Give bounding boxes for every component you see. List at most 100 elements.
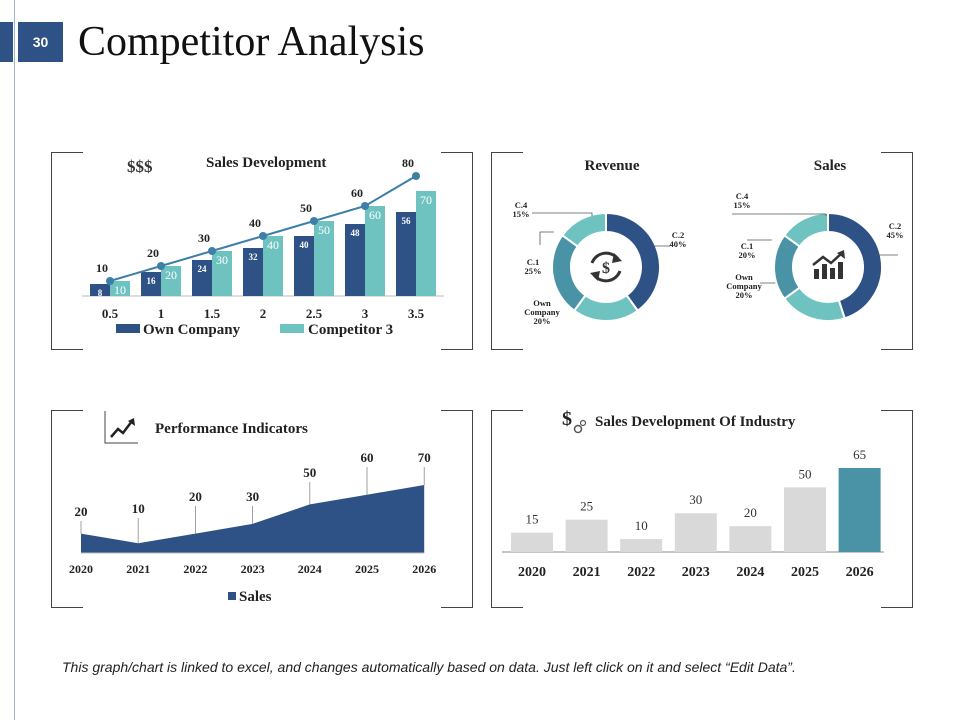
- panel-bracket-right: [881, 410, 913, 608]
- panel-bracket-left: [51, 152, 83, 350]
- x-tick-label: 1.5: [204, 306, 221, 321]
- slice-label: C.2: [672, 230, 685, 240]
- slice-label: 45%: [887, 230, 904, 240]
- trend-line-label: 40: [249, 216, 261, 230]
- page-margin-line: [14, 0, 15, 720]
- bar: [784, 487, 826, 552]
- x-tick-label: 2025: [355, 562, 379, 576]
- slice-label: C.2: [889, 221, 902, 231]
- bar-competitor-3: [416, 191, 436, 296]
- data-label: 25: [580, 499, 593, 514]
- data-label-own-company: 40: [300, 240, 310, 250]
- chart-title: Revenue: [585, 158, 640, 174]
- trend-line-label: 80: [402, 156, 414, 170]
- bar-own-company: [90, 284, 110, 296]
- slice-label: 20%: [739, 250, 756, 260]
- bar-competitor-3: [263, 236, 283, 296]
- trend-line-point: [361, 202, 369, 210]
- dollar-gear-icon: $: [562, 408, 572, 430]
- slice-label: 25%: [525, 266, 542, 276]
- donut-slice: [782, 211, 829, 248]
- performance-indicators-chart[interactable]: Performance Indicators202020102021202022…: [52, 405, 472, 608]
- x-tick-label: 2020: [69, 562, 93, 576]
- growth-chart-icon: [822, 264, 827, 279]
- bar-own-company: [396, 212, 416, 296]
- data-label-own-company: 32: [249, 252, 259, 262]
- bar-own-company: [141, 272, 161, 296]
- data-label-own-company: 56: [402, 216, 412, 226]
- x-tick-label: 2: [260, 306, 267, 321]
- trend-line-label: 20: [147, 246, 159, 260]
- legend-swatch-own-company: [116, 324, 140, 333]
- x-tick-label: 3.5: [408, 306, 425, 321]
- panel-bracket-left: [51, 410, 83, 608]
- data-label-own-company: 16: [147, 276, 157, 286]
- legend-swatch-competitor-3: [280, 324, 304, 333]
- bar: [511, 532, 553, 552]
- data-label: 20: [189, 489, 202, 504]
- refresh-dollar-icon: $: [602, 260, 610, 277]
- bar-own-company: [294, 236, 314, 296]
- dollar-gear-icon: [573, 424, 583, 434]
- data-label-own-company: 48: [351, 228, 361, 238]
- trend-line-point: [259, 232, 267, 240]
- data-label-competitor-3: 20: [165, 268, 177, 282]
- data-label: 10: [635, 518, 648, 533]
- bar-own-company: [345, 224, 365, 296]
- bar-own-company: [243, 248, 263, 296]
- data-label: 10: [132, 501, 145, 516]
- data-label-own-company: 24: [198, 264, 208, 274]
- data-label: 65: [853, 447, 866, 462]
- legend-swatch-sales: [228, 592, 236, 600]
- data-label-competitor-3: 30: [216, 253, 228, 267]
- donut-slice: [551, 233, 587, 313]
- bar-competitor-3: [212, 251, 232, 296]
- data-label: 50: [303, 465, 316, 480]
- donut-slice: [560, 211, 607, 248]
- trend-icon: [110, 420, 133, 438]
- chart-icon: $$$: [127, 157, 153, 176]
- panel-bracket-left: [491, 410, 523, 608]
- bar: [674, 513, 717, 552]
- growth-chart-icon: [830, 268, 835, 279]
- chart-title: Sales Development Of Industry: [595, 414, 796, 430]
- slice-label: 20%: [736, 290, 753, 300]
- trend-icon: [128, 418, 135, 426]
- x-tick-label: 2023: [241, 562, 265, 576]
- bar: [838, 468, 881, 552]
- x-tick-label: 0.5: [102, 306, 119, 321]
- trend-line-label: 10: [96, 261, 108, 275]
- chart-title: Sales: [814, 158, 847, 174]
- data-label: 30: [246, 489, 259, 504]
- footer-note: This graph/chart is linked to excel, and…: [62, 659, 796, 675]
- refresh-dollar-icon: [612, 253, 622, 263]
- refresh-dollar-icon: [590, 271, 600, 281]
- chart-title: Sales Development: [206, 155, 326, 171]
- trend-line-label: 50: [300, 201, 312, 215]
- x-tick-label: 2026: [846, 565, 874, 580]
- area-sales: [81, 485, 425, 553]
- bar-competitor-3: [110, 281, 130, 296]
- bar-competitor-3: [365, 206, 385, 296]
- slice-label: Own: [735, 272, 753, 282]
- slice-label: Company: [726, 281, 762, 291]
- leader-line: [532, 212, 593, 216]
- industry-sales-chart[interactable]: $ Sales Development Of Industry1520202520…: [492, 400, 912, 605]
- data-label: 20: [75, 504, 88, 519]
- slice-label: Own: [533, 298, 551, 308]
- chart-title: Performance Indicators: [155, 421, 308, 437]
- data-label: 60: [361, 450, 374, 465]
- data-label-competitor-3: 50: [318, 223, 330, 237]
- x-tick-label: 2024: [736, 565, 764, 580]
- x-tick-label: 3: [362, 306, 369, 321]
- x-tick-label: 2022: [627, 565, 655, 580]
- growth-chart-icon: [837, 250, 845, 259]
- bar-competitor-3: [161, 266, 181, 296]
- slice-label: 40%: [670, 239, 687, 249]
- x-tick-label: 2021: [573, 565, 601, 580]
- x-tick-label: 1: [158, 306, 165, 321]
- slice-label: 20%: [534, 316, 551, 326]
